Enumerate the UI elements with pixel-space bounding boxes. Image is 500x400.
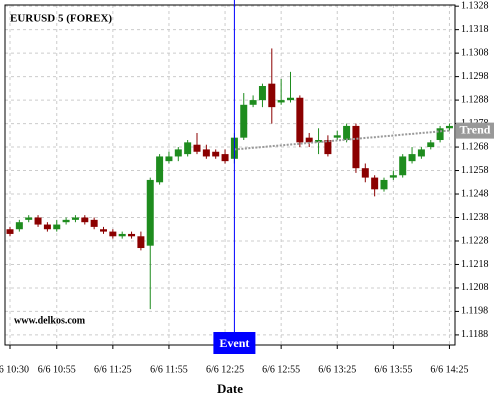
candle-body: [324, 140, 332, 155]
candle-body: [6, 229, 14, 234]
candle-body: [399, 156, 407, 176]
candle-body: [249, 100, 257, 105]
candle-body: [268, 83, 276, 108]
x-tick-label: 6/6 14:25: [430, 364, 468, 375]
candle-body: [277, 100, 285, 103]
candle-body: [71, 217, 79, 220]
candle-body: [371, 177, 379, 190]
candle-body: [445, 125, 453, 129]
candle-body: [165, 156, 173, 162]
event-label: Event: [219, 336, 249, 350]
candle-body: [193, 144, 201, 152]
y-tick-label: 1.1208: [461, 282, 489, 293]
candle-body: [146, 179, 154, 246]
x-tick-label: 6/6 13:55: [374, 364, 412, 375]
candle-body: [417, 149, 425, 157]
trend-line: [234, 129, 450, 151]
candle-body: [53, 224, 61, 230]
candle-body: [156, 156, 164, 183]
candle-body: [408, 154, 416, 162]
candle-body: [25, 217, 33, 220]
x-tick-label: 6/6 10:55: [38, 364, 76, 375]
y-tick-label: 1.1288: [461, 94, 489, 105]
grid: [5, 5, 455, 345]
candle-body: [81, 217, 89, 223]
watermark: www.delkos.com: [14, 315, 86, 326]
plot-background: [5, 5, 455, 345]
candle-body: [221, 154, 229, 162]
candle-body: [436, 128, 444, 141]
candle-body: [62, 219, 70, 223]
chart-title: EURUSD 5 (FOREX): [10, 13, 112, 25]
candle-body: [90, 219, 98, 227]
candle-body: [43, 224, 51, 230]
x-tick-label: 6/6 10:30: [0, 364, 29, 375]
y-tick-label: 1.1188: [461, 329, 488, 340]
candle-body: [202, 149, 210, 157]
x-tick-label: 6/6 13:25: [318, 364, 356, 375]
y-tick-label: 1.1258: [461, 165, 489, 176]
candle-body: [258, 86, 266, 101]
candle-body: [118, 233, 126, 237]
y-tick-label: 1.1268: [461, 141, 489, 152]
x-axis-title: Date: [217, 381, 243, 396]
candle-body: [128, 233, 136, 237]
y-tick-label: 1.1318: [461, 24, 489, 35]
candle-body: [240, 104, 248, 138]
candle-body: [343, 125, 351, 141]
candle-body: [212, 151, 220, 157]
y-tick-label: 1.1238: [461, 212, 489, 223]
x-tick-label: 6/6 12:25: [206, 364, 244, 375]
candle-body: [305, 137, 313, 143]
candle-body: [15, 222, 23, 230]
candle-body: [380, 179, 388, 190]
candle-body: [34, 217, 42, 225]
candle-body: [100, 229, 107, 232]
candle-body: [184, 142, 192, 155]
candle-body: [352, 125, 360, 169]
y-tick-label: 1.1218: [461, 259, 489, 270]
candle-body: [333, 135, 341, 138]
candle-body: [287, 97, 294, 101]
y-tick-label: 1.1198: [461, 306, 488, 317]
y-tick-label: 1.1248: [461, 188, 489, 199]
y-tick-label: 1.1328: [461, 0, 489, 11]
candle-body: [427, 142, 435, 148]
x-tick-label: 6/6 12:55: [262, 364, 300, 375]
candle-body: [296, 97, 304, 143]
candle-body: [361, 168, 369, 178]
x-tick-label: 6/6 11:25: [94, 364, 132, 375]
x-tick-label: 6/6 11:55: [150, 364, 188, 375]
marks: [6, 48, 453, 310]
candle-body: [389, 175, 397, 178]
candle-body: [137, 236, 145, 249]
y-tick-label: 1.1308: [461, 47, 489, 58]
trend-label: Trend: [460, 122, 491, 136]
trend-label-bg: [456, 122, 494, 139]
y-tick-label: 1.1228: [461, 235, 489, 246]
event-label-bg: [213, 332, 256, 354]
candle-body: [174, 149, 182, 157]
y-tick-label: 1.1298: [461, 71, 489, 82]
candle-body: [109, 231, 117, 237]
